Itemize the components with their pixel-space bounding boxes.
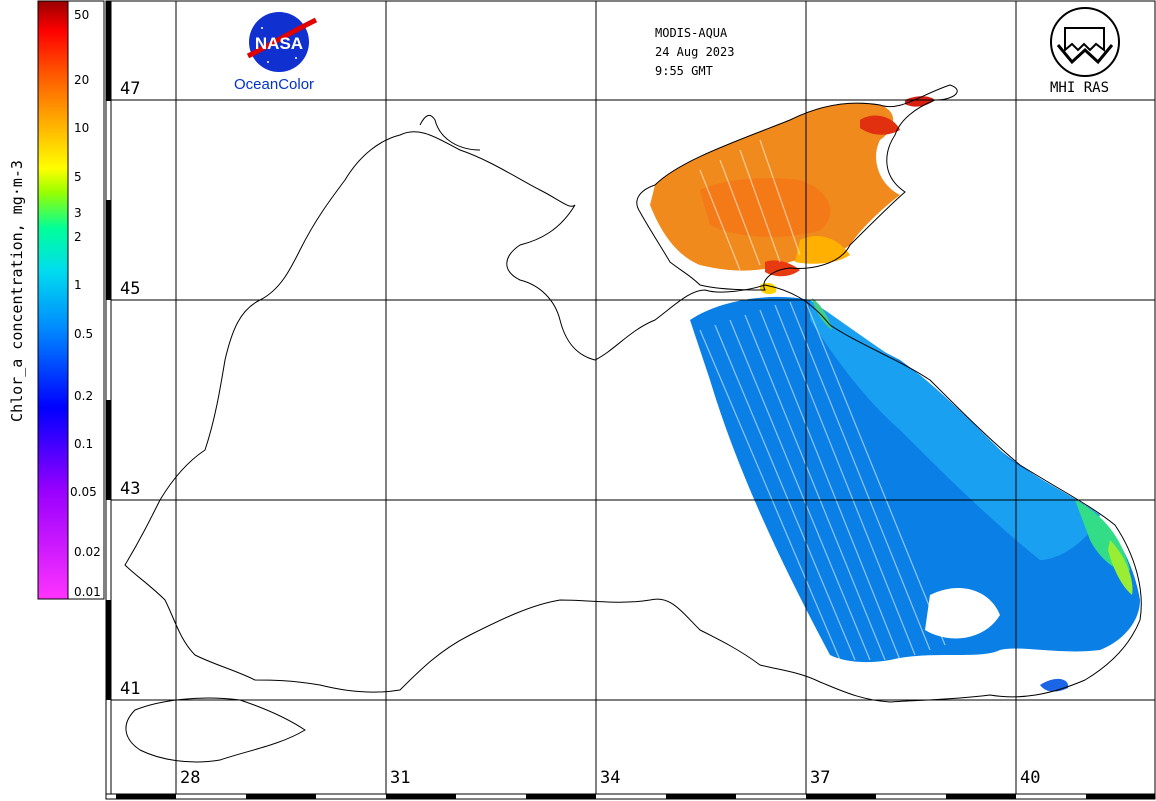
lat-label: 47 [120, 79, 141, 99]
nasa-logo: NASA [246, 12, 318, 72]
map-frame [105, 0, 1156, 800]
lon-label: 31 [390, 768, 411, 788]
colorbar-title: Chlor_a concentration, mg·m-3 [8, 160, 26, 422]
azov-sea-chlorophyll [650, 96, 935, 295]
lat-label: 45 [120, 279, 141, 299]
colorbar-tick: 50 [74, 8, 90, 22]
lon-label: 37 [810, 768, 831, 788]
lat-label: 43 [120, 479, 141, 499]
colorbar-tick: 20 [74, 73, 90, 87]
colorbar-tick: 0.2 [74, 389, 94, 403]
sensor-label: MODIS-AQUA [655, 26, 728, 40]
mhi-ras-label: MHI RAS [1050, 80, 1110, 96]
lon-scale-bar [105, 793, 1156, 800]
colorbar-tick: 0.02 [74, 545, 101, 559]
colorbar-tick: 1 [74, 278, 82, 292]
colorbar-tick: 0.01 [74, 585, 101, 599]
lon-label: 34 [600, 768, 621, 788]
lat-label: 41 [120, 679, 141, 699]
colorbar-tick: 5 [74, 170, 82, 184]
colorbar-tick: 10 [74, 121, 90, 135]
image-metadata: MODIS-AQUA 24 Aug 2023 9:55 GMT [655, 24, 734, 81]
colorbar-tick: 3 [74, 206, 82, 220]
colorbar-tick: 0.5 [74, 327, 94, 341]
colorbar-tick-panel [67, 0, 105, 600]
lon-label: 40 [1020, 768, 1041, 788]
colorbar [37, 0, 69, 600]
oceancolor-label: OceanColor [234, 76, 315, 93]
nasa-emblem-text: NASA [255, 34, 303, 53]
date-label: 24 Aug 2023 [655, 45, 735, 59]
black-sea-chlorophyll [690, 139, 1140, 692]
mhi-ras-logo [1050, 7, 1120, 77]
colorbar-tick: 0.1 [74, 437, 94, 451]
time-label: 9:55 GMT [655, 64, 713, 78]
coastline [124, 84, 1142, 763]
colorbar-tick: 0.05 [70, 485, 97, 499]
lat-scale-bar [105, 0, 112, 800]
lon-label: 28 [180, 768, 201, 788]
graticule [106, 1, 1155, 799]
colorbar-tick: 2 [74, 230, 82, 244]
